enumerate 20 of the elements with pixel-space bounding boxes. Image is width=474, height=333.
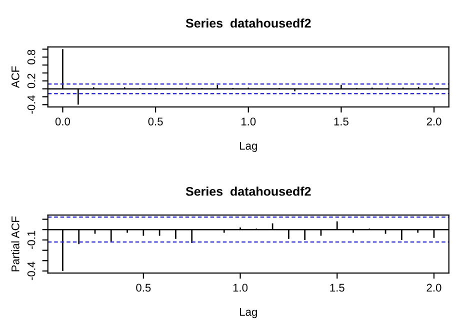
y-axis-title: ACF [11, 66, 20, 88]
x-tick-label: 0.0 [55, 118, 70, 126]
x-tick-label: 0.5 [136, 284, 151, 292]
y-tick-label: -0.4 [27, 95, 36, 114]
x-axis-title: Lag [240, 142, 257, 152]
y-tick-label: 0.8 [27, 50, 36, 64]
x-tick-label: 1.5 [334, 118, 348, 126]
y-tick-label: 0.2 [27, 74, 36, 88]
x-tick-label: 2.0 [426, 118, 442, 126]
y-tick-label: -0.1 [27, 230, 36, 250]
x-tick-label: 2.0 [426, 284, 442, 292]
chart-title: Series datahousedf2 [186, 186, 311, 196]
y-tick-label: -0.4 [27, 262, 36, 280]
x-tick-label: 1.0 [242, 118, 256, 126]
x-tick-label: 1.5 [330, 284, 344, 292]
x-tick-label: 1.0 [233, 284, 248, 292]
x-axis-title: Lag [240, 308, 257, 318]
y-axis-title: Partial ACF [11, 216, 20, 272]
x-tick-label: 0.5 [148, 118, 163, 126]
chart-title: Series datahousedf2 [186, 18, 311, 28]
